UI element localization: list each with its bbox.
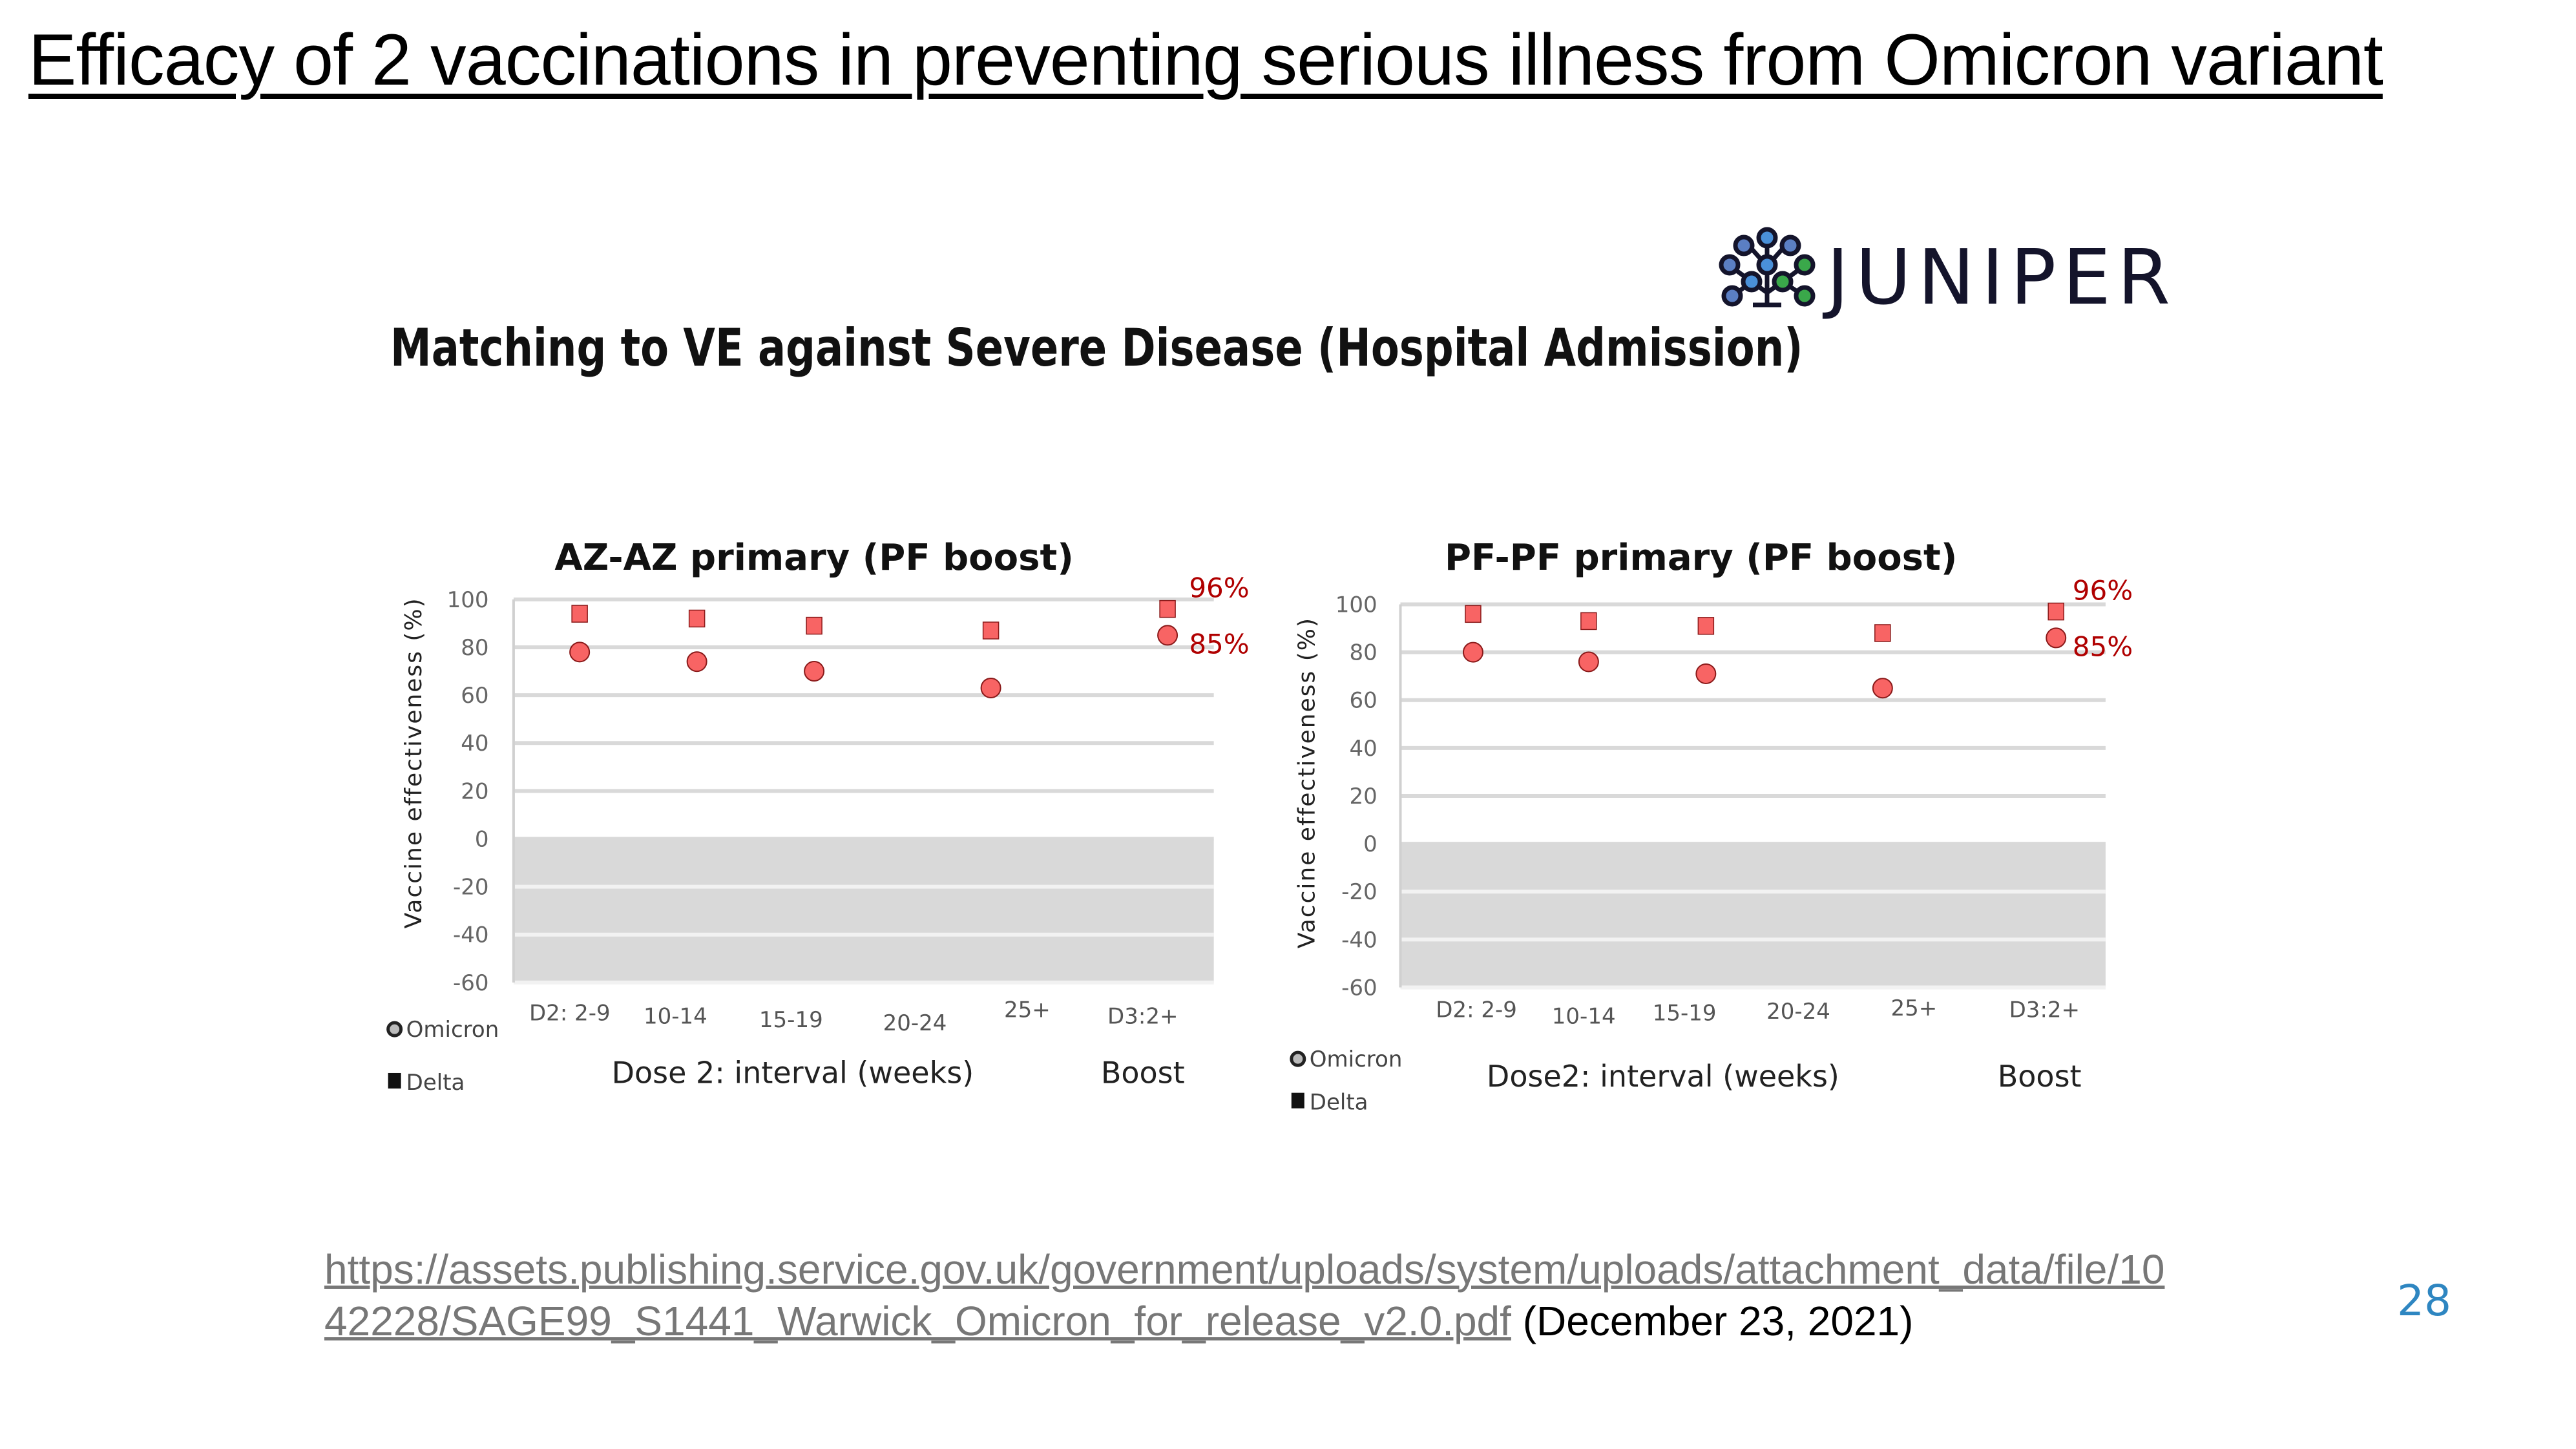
- x-tick-label: 10-14: [1552, 1004, 1616, 1030]
- delta-point: [982, 621, 1000, 640]
- y-tick-label: 40: [461, 731, 488, 756]
- y-tick-label: -60: [453, 970, 489, 996]
- y-tick-label: 100: [447, 587, 489, 613]
- delta-point: [1697, 617, 1715, 635]
- x-axis-title-boost: Boost: [1998, 1059, 2082, 1094]
- negative-region-band: [513, 839, 1214, 983]
- y-tick-label: 0: [1363, 831, 1377, 857]
- omicron-point: [1157, 625, 1178, 646]
- value-annotation: 85%: [2073, 631, 2133, 662]
- delta-point: [1580, 612, 1597, 631]
- omicron-point: [569, 641, 591, 663]
- chart-title: AZ-AZ primary (PF boost): [554, 537, 1073, 579]
- delta-point: [688, 609, 706, 628]
- value-annotation: 96%: [2073, 575, 2133, 607]
- x-axis-title: Dose 2: interval (weeks): [612, 1056, 974, 1090]
- source-link-line2[interactable]: 42228/SAGE99_S1441_Warwick_Omicron_for_r…: [324, 1298, 1511, 1344]
- omicron-point: [2046, 627, 2067, 649]
- subtitle: Matching to VE against Severe Disease (H…: [390, 318, 1803, 378]
- negative-region-band: [1400, 844, 2106, 988]
- x-tick-label: D3:2+: [2009, 997, 2080, 1023]
- x-axis-title-boost: Boost: [1101, 1056, 1185, 1090]
- value-annotation: 85%: [1189, 628, 1249, 660]
- y-tick-label: -60: [1341, 975, 1377, 1001]
- delta-point: [571, 605, 588, 623]
- legend-omicron-label: Omicron: [406, 1017, 499, 1043]
- legend-omicron-label: Omicron: [1310, 1047, 1403, 1072]
- omicron-point: [1462, 641, 1483, 663]
- y-tick-label: 80: [1349, 640, 1377, 666]
- value-annotation: 96%: [1189, 572, 1249, 604]
- y-tick-label: -40: [1341, 927, 1377, 953]
- chart-title: PF-PF primary (PF boost): [1445, 537, 1957, 579]
- y-tick-label: 40: [1349, 736, 1377, 762]
- y-tick-label: 60: [1349, 688, 1377, 714]
- x-tick-label: 25+: [1004, 997, 1051, 1023]
- x-tick-label: D2: 2-9: [1436, 997, 1517, 1023]
- citation-date: (December 23, 2021): [1522, 1298, 1914, 1344]
- y-axis-title: Vaccine effectiveness (%): [1294, 617, 1321, 948]
- legend-delta-marker: [388, 1072, 401, 1089]
- y-tick-label: 100: [1335, 592, 1377, 618]
- y-tick-label: -40: [453, 923, 489, 948]
- omicron-point: [804, 661, 825, 682]
- delta-point: [2047, 602, 2064, 621]
- y-tick-label: 20: [461, 778, 488, 804]
- x-tick-label: 15-19: [1653, 1001, 1717, 1027]
- tree-logo-icon: [1719, 227, 1816, 308]
- citation: https://assets.publishing.service.gov.uk…: [324, 1244, 2164, 1347]
- x-tick-label: D3:2+: [1107, 1004, 1178, 1030]
- x-tick-label: 20-24: [1766, 999, 1830, 1025]
- y-tick-label: 80: [461, 635, 488, 661]
- source-link-line1[interactable]: https://assets.publishing.service.gov.uk…: [324, 1246, 2165, 1293]
- omicron-point: [1872, 678, 1893, 699]
- x-tick-label: 10-14: [644, 1004, 707, 1030]
- x-tick-label: D2: 2-9: [529, 1001, 611, 1027]
- delta-point: [1874, 624, 1891, 642]
- delta-point: [1465, 605, 1482, 623]
- y-tick-label: 60: [461, 683, 488, 709]
- omicron-point: [980, 677, 1001, 698]
- logo-text: JUNIPER: [1827, 233, 2177, 322]
- x-axis-title: Dose2: interval (weeks): [1487, 1059, 1839, 1094]
- y-axis-title: Vaccine effectiveness (%): [401, 597, 427, 928]
- y-tick-label: -20: [453, 875, 489, 901]
- legend-delta-label: Delta: [406, 1070, 465, 1096]
- legend-omicron-marker: [1290, 1050, 1306, 1067]
- omicron-point: [1578, 651, 1599, 672]
- y-tick-label: -20: [1341, 879, 1377, 905]
- y-tick-label: 0: [475, 826, 489, 852]
- juniper-logo: JUNIPER: [1715, 225, 2170, 322]
- slide-title: Efficacy of 2 vaccinations in preventing…: [28, 19, 2383, 100]
- omicron-point: [1695, 663, 1717, 684]
- omicron-point: [686, 651, 707, 672]
- legend-omicron-marker: [386, 1021, 403, 1037]
- delta-point: [1159, 599, 1176, 618]
- y-tick-label: 20: [1349, 784, 1377, 809]
- x-tick-label: 20-24: [883, 1010, 947, 1036]
- x-tick-label: 15-19: [759, 1007, 823, 1033]
- page-number: 28: [2397, 1276, 2451, 1326]
- x-tick-label: 25+: [1891, 996, 1938, 1021]
- legend-delta-label: Delta: [1310, 1090, 1368, 1116]
- delta-point: [806, 616, 822, 635]
- legend-delta-marker: [1291, 1092, 1304, 1109]
